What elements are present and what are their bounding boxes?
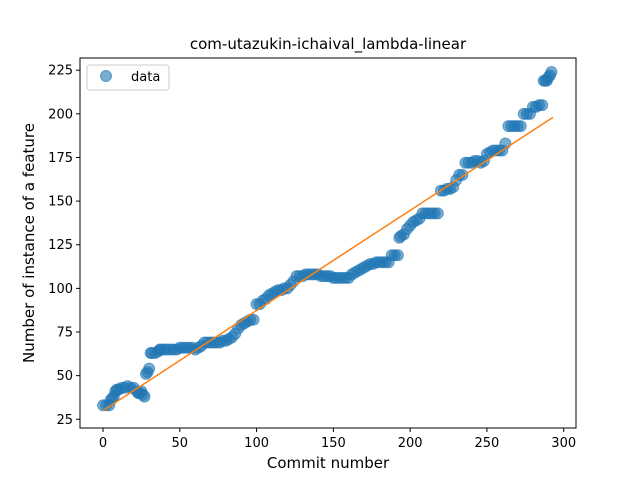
- data-point-146: [514, 120, 527, 133]
- plot-marks: [97, 65, 558, 412]
- x-tick-label: 250: [475, 436, 500, 451]
- y-tick-label: 200: [48, 107, 73, 122]
- data-point-19: [138, 390, 151, 403]
- fit-line: [102, 116, 554, 412]
- data-point-153: [536, 99, 549, 112]
- data-point-22: [143, 362, 156, 375]
- y-tick-label: 225: [48, 64, 73, 79]
- y-tick-label: 25: [56, 413, 73, 428]
- plot-frame: [79, 57, 577, 429]
- x-axis-ticks: 0 50 100 150 200 250 300: [99, 428, 576, 451]
- chart-title: com-utazukin-ichaival_lambda-linear: [190, 35, 467, 54]
- data-point-58: [247, 313, 260, 326]
- y-axis-ticks: 25 50 75 100 125 150 175 200 225: [48, 64, 80, 428]
- data-point-141: [499, 137, 512, 150]
- x-tick-label: 150: [321, 436, 346, 451]
- y-tick-label: 175: [48, 151, 73, 166]
- x-tick-label: 100: [244, 436, 269, 451]
- x-tick-label: 50: [172, 436, 189, 451]
- x-axis-label: Commit number: [267, 454, 390, 472]
- data-point-159: [545, 65, 558, 78]
- y-tick-label: 150: [48, 195, 73, 210]
- legend: data: [86, 64, 170, 91]
- y-tick-label: 125: [48, 238, 73, 253]
- x-tick-label: 200: [398, 436, 423, 451]
- legend-label-data: data: [131, 70, 160, 85]
- y-axis-label: Number of instance of a feature: [20, 123, 38, 363]
- data-point-119: [431, 207, 444, 220]
- y-tick-label: 100: [48, 282, 73, 297]
- legend-marker-data: [100, 70, 112, 82]
- x-tick-label: 300: [551, 436, 576, 451]
- x-tick-label: 0: [99, 436, 107, 451]
- y-tick-label: 75: [56, 326, 73, 341]
- y-tick-label: 50: [56, 369, 73, 384]
- data-point-105: [391, 249, 404, 262]
